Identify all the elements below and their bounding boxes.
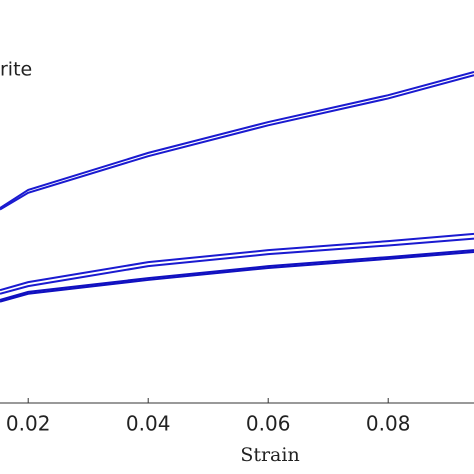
x-tick-label: 0.08 (366, 412, 411, 436)
x-tick-label: 0.06 (246, 412, 291, 436)
series-line (0, 237, 474, 295)
x-axis-label: Strain (240, 444, 299, 466)
legend-text: rite (0, 59, 32, 81)
series-line (0, 70, 474, 209)
series-line (0, 232, 474, 292)
series-line (0, 74, 474, 211)
x-tick-label: 0.04 (126, 412, 171, 436)
series-line (0, 249, 474, 301)
series-line (0, 250, 474, 303)
x-tick-label: 0.02 (6, 412, 51, 436)
